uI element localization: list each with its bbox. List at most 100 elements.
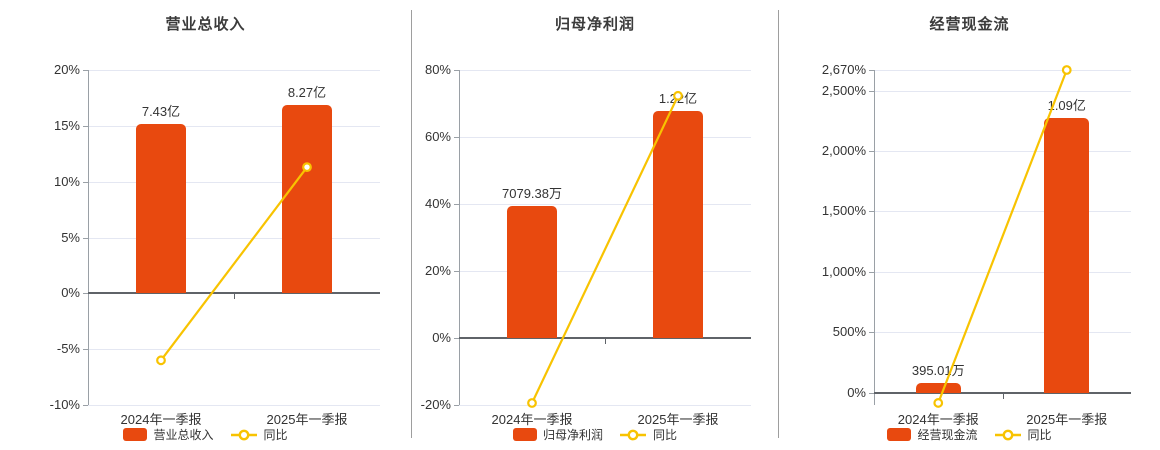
legend-label: 归母净利润 [542, 428, 603, 442]
bar-2024年一季报 [507, 206, 557, 338]
gridline [874, 332, 1131, 333]
legend-item-yoy[interactable]: 同比 [994, 426, 1052, 443]
panel-divider [778, 10, 779, 438]
line-series-marker-icon [620, 429, 646, 440]
bar-2024年一季报 [136, 124, 186, 294]
gridline [459, 405, 751, 406]
bar-series-swatch-icon [887, 428, 912, 441]
chart-panel-cash-flow: 经营现金流 2,670% 2,500% 2,000% 1,500% 1,000% 500%… [779, 0, 1160, 450]
y-tick-label: -20% [420, 397, 451, 412]
y-axis-tick [83, 182, 88, 183]
y-axis-tick [83, 349, 88, 350]
gridline [874, 91, 1131, 92]
y-axis-tick [454, 204, 459, 205]
legend-item-营业总收入[interactable]: 营业总收入 [123, 426, 214, 443]
gridline [88, 349, 380, 350]
bar-2025年一季报 [1044, 117, 1090, 393]
bar-value-label: 1.22亿 [658, 90, 698, 106]
y-axis-tick [869, 211, 874, 212]
chart-title-revenue: 营业总收入 [165, 16, 246, 33]
gridline [459, 204, 751, 205]
gridline [88, 238, 380, 239]
y-tick-label: -5% [56, 341, 80, 356]
y-tick-label: 1,500% [821, 203, 866, 218]
yoy-line-series [527, 90, 683, 408]
legend: 归母净利润 同比 [412, 426, 778, 443]
bar-value-label: 7.43亿 [141, 104, 181, 120]
y-axis-tick [869, 70, 874, 71]
y-axis-tick [869, 332, 874, 333]
y-axis-tick [454, 70, 459, 71]
y-tick-label: -10% [49, 397, 80, 412]
y-tick-label: 0% [847, 385, 866, 400]
y-tick-label: 0% [432, 330, 451, 345]
legend-label: 同比 [653, 428, 678, 442]
panel-divider [411, 10, 412, 438]
legend: 经营现金流 同比 [779, 426, 1160, 443]
y-tick-label: 15% [53, 118, 80, 133]
chart-title-net-profit: 归母净利润 [554, 16, 635, 33]
x-category-label: 2025年一季报 [637, 412, 719, 427]
y-axis-tick [869, 91, 874, 92]
gridline [874, 151, 1131, 152]
y-axis-tick [454, 338, 459, 339]
y-axis-tick [83, 293, 88, 294]
y-tick-label: 20% [424, 263, 451, 278]
bar-value-label: 395.01万 [911, 362, 965, 378]
gridline [459, 137, 751, 138]
legend: 营业总收入 同比 [0, 426, 411, 443]
y-tick-label: 500% [832, 324, 866, 339]
gridline [874, 70, 1131, 71]
y-axis-line [459, 70, 460, 405]
y-axis-tick [869, 393, 874, 394]
y-tick-label: 10% [53, 174, 80, 189]
y-axis-tick [454, 405, 459, 406]
y-axis-tick [83, 70, 88, 71]
x-category-label: 2024年一季报 [120, 412, 202, 427]
y-tick-label: 5% [61, 230, 80, 245]
legend-label: 同比 [1027, 428, 1052, 442]
bar-2025年一季报 [653, 110, 703, 338]
y-tick-label: 20% [53, 62, 80, 77]
bar-series-swatch-icon [123, 428, 148, 441]
bar-series-swatch-icon [512, 428, 537, 441]
bar-value-label: 8.27亿 [287, 84, 327, 100]
legend-label: 营业总收入 [153, 428, 214, 442]
y-tick-label: 80% [424, 62, 451, 77]
gridline [88, 70, 380, 71]
legend-item-归母净利润[interactable]: 归母净利润 [512, 426, 603, 443]
bar-2025年一季报 [282, 104, 332, 294]
chart-panel-revenue: 营业总收入 20% 15% 10% 5% 0% -5% -10% 7.43亿 8.27亿 2024… [0, 0, 411, 450]
legend-item-yoy[interactable]: 同比 [230, 426, 288, 443]
y-axis-tick [454, 271, 459, 272]
y-axis-tick [454, 137, 459, 138]
y-axis-line [88, 70, 89, 405]
gridline [88, 126, 380, 127]
y-tick-label: 60% [424, 129, 451, 144]
bar-2024年一季报 [915, 382, 961, 393]
gridline [874, 272, 1131, 273]
y-axis-line [874, 70, 875, 405]
x-category-label: 2025年一季报 [1026, 412, 1108, 427]
y-axis-tick [869, 272, 874, 273]
legend-label: 经营现金流 [917, 428, 978, 442]
legend-label: 同比 [263, 428, 288, 442]
y-axis-tick [869, 151, 874, 152]
gridline [459, 70, 751, 71]
x-category-label: 2025年一季报 [266, 412, 348, 427]
gridline [88, 405, 380, 406]
bar-value-label: 1.09亿 [1047, 97, 1086, 113]
legend-item-yoy[interactable]: 同比 [619, 426, 677, 443]
y-tick-label: 1,000% [821, 264, 866, 279]
line-series-marker-icon [230, 429, 257, 440]
x-category-label: 2024年一季报 [897, 412, 979, 427]
x-axis-tick [605, 339, 606, 344]
chart-title-cash-flow: 经营现金流 [929, 16, 1010, 33]
y-axis-tick [83, 405, 88, 406]
x-axis-tick [234, 294, 235, 299]
bar-value-label: 7079.38万 [502, 186, 562, 202]
gridline [459, 271, 751, 272]
y-tick-label: 2,000% [821, 143, 866, 158]
legend-item-经营现金流[interactable]: 经营现金流 [887, 426, 978, 443]
